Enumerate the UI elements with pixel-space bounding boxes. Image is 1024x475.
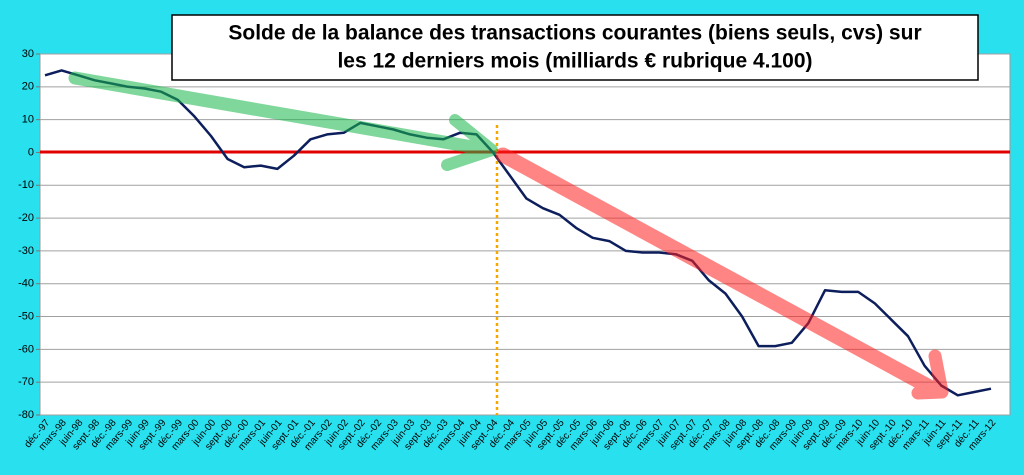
y-tick-label: -10 [18,179,34,191]
y-tick-label: 10 [22,114,34,126]
y-tick-label: 0 [28,146,34,158]
y-tick-label: -60 [18,343,34,355]
arrow-shaft [495,147,943,398]
arrow-head [911,349,949,400]
arrow-shaft [68,71,497,157]
chart-title: Solde de la balance des transactions cou… [228,22,921,45]
chart-title: les 12 derniers mois (milliards € rubriq… [337,50,812,73]
y-tick-label: -30 [18,245,34,257]
plot-area [39,53,1011,416]
y-tick-label: -50 [18,310,34,322]
title-box [171,14,979,81]
arrow-head [441,114,498,171]
y-tick-label: -70 [18,376,34,388]
trend-arrow-red [495,147,949,400]
y-tick-label: 30 [22,48,34,60]
y-tick-label: -20 [18,212,34,224]
y-tick-label: 20 [22,81,34,93]
data-line [44,69,992,397]
trend-arrow-green [68,71,498,171]
y-tick-label: -80 [18,409,34,421]
y-tick-label: -40 [18,278,34,290]
